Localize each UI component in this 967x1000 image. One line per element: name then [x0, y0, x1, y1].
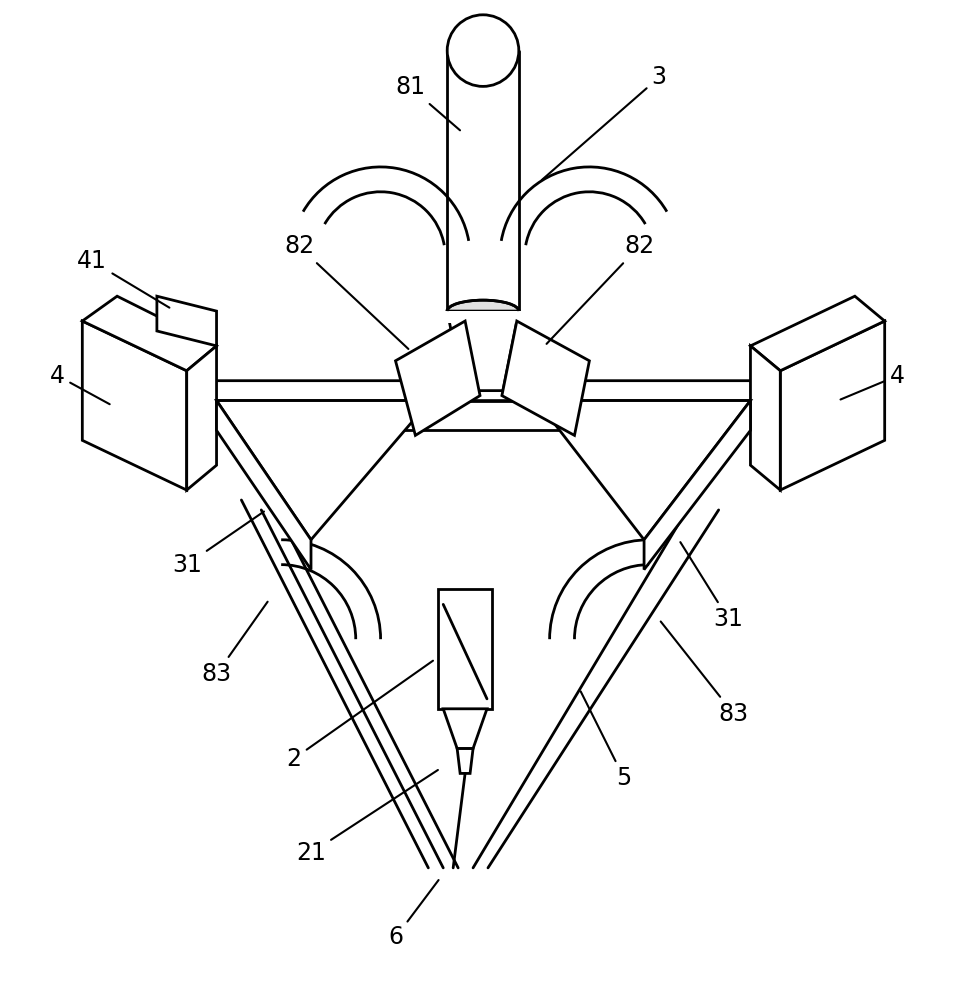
- Polygon shape: [82, 321, 187, 490]
- Text: 5: 5: [581, 691, 631, 790]
- Polygon shape: [750, 296, 885, 371]
- Polygon shape: [157, 401, 808, 430]
- Text: 83: 83: [660, 621, 748, 726]
- Text: 83: 83: [201, 602, 268, 686]
- Polygon shape: [447, 51, 519, 311]
- Text: 3: 3: [542, 65, 666, 180]
- Polygon shape: [157, 381, 808, 401]
- Text: 81: 81: [396, 75, 460, 130]
- Polygon shape: [537, 401, 750, 540]
- Circle shape: [447, 15, 519, 86]
- Text: 82: 82: [284, 234, 408, 349]
- Polygon shape: [157, 296, 217, 346]
- Polygon shape: [750, 346, 780, 490]
- Text: 31: 31: [172, 512, 264, 577]
- Text: 4: 4: [840, 364, 905, 400]
- Polygon shape: [217, 401, 311, 570]
- Text: 4: 4: [50, 364, 109, 404]
- Polygon shape: [396, 321, 480, 435]
- Polygon shape: [187, 346, 217, 490]
- Polygon shape: [438, 589, 492, 709]
- Ellipse shape: [447, 300, 519, 322]
- Text: 21: 21: [296, 770, 438, 865]
- Text: 6: 6: [388, 880, 439, 949]
- Polygon shape: [780, 321, 885, 490]
- Polygon shape: [217, 401, 430, 540]
- Text: 82: 82: [546, 234, 654, 344]
- Text: 41: 41: [77, 249, 169, 308]
- Polygon shape: [445, 311, 521, 323]
- Polygon shape: [644, 401, 750, 570]
- Polygon shape: [457, 749, 473, 773]
- Text: 2: 2: [286, 661, 433, 771]
- Polygon shape: [502, 321, 590, 435]
- Polygon shape: [447, 311, 519, 391]
- Polygon shape: [443, 709, 487, 749]
- Text: 31: 31: [681, 542, 744, 631]
- Polygon shape: [82, 296, 217, 371]
